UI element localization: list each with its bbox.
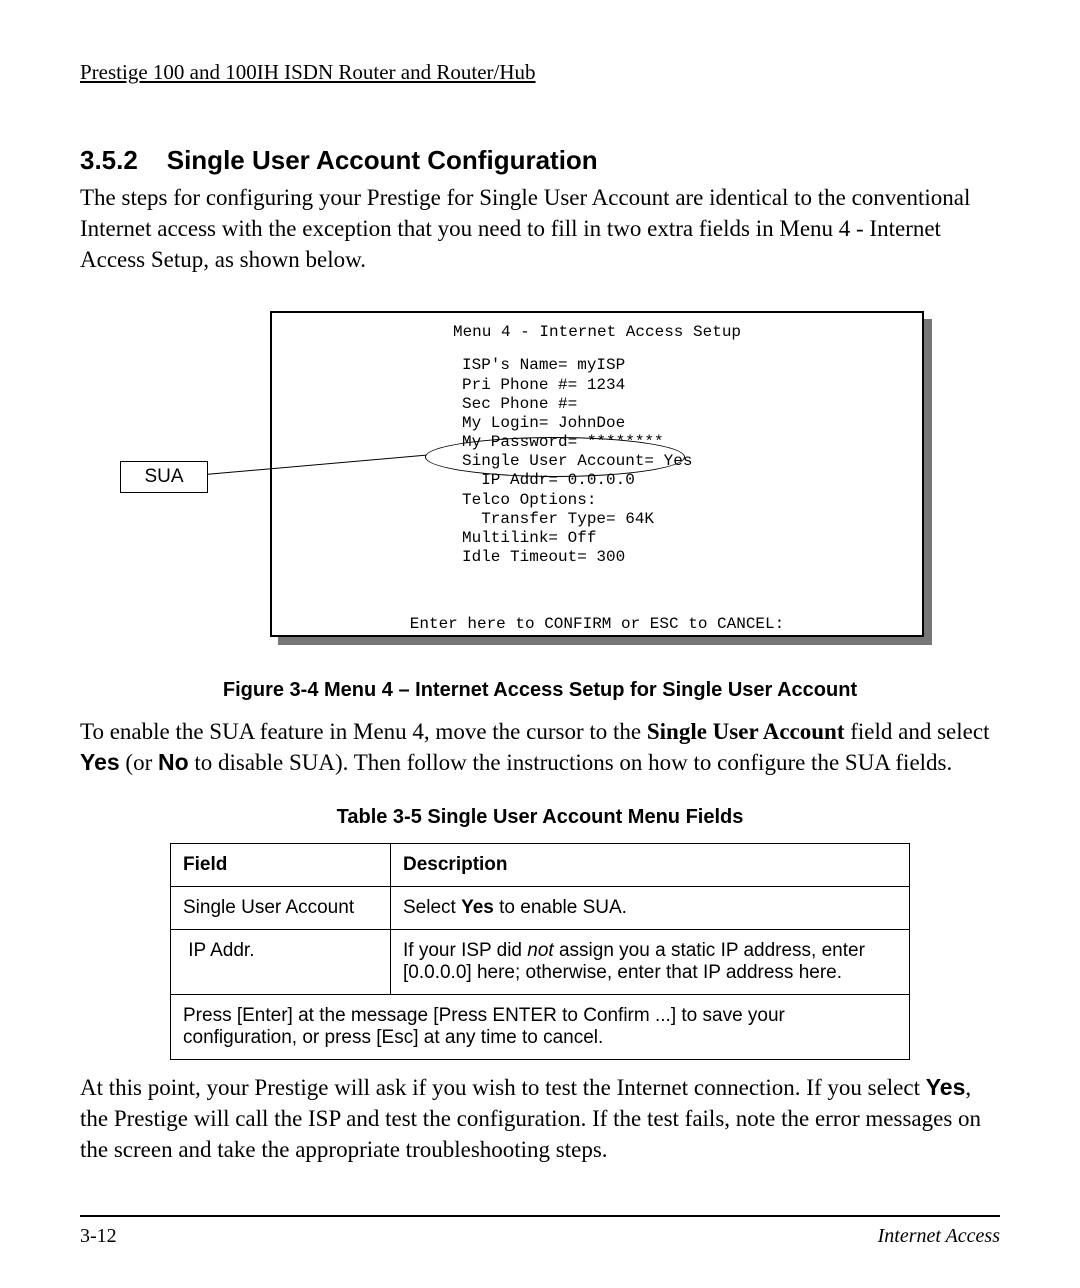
text: If your ISP did — [403, 940, 527, 961]
figure-caption: Figure 3-4 Menu 4 – Internet Access Setu… — [80, 679, 1000, 702]
field-name: Single User Account — [647, 719, 845, 744]
table-row: Single User Account Select Yes to enable… — [171, 887, 910, 930]
text: field and select — [845, 719, 990, 744]
page-number: 3-12 — [80, 1225, 117, 1248]
text: To enable the SUA feature in Menu 4, mov… — [80, 719, 647, 744]
mid-paragraph: To enable the SUA feature in Menu 4, mov… — [80, 716, 1000, 778]
running-header: Prestige 100 and 100IH ISDN Router and R… — [80, 60, 1000, 85]
footer-rule — [80, 1215, 1000, 1217]
terminal-line: Pri Phone #= 1234 — [462, 376, 902, 395]
table-header-desc: Description — [391, 844, 910, 887]
fields-table: Field Description Single User Account Se… — [170, 843, 910, 1060]
table-header-field: Field — [171, 844, 391, 887]
section-heading: 3.5.2 Single User Account Configuration — [80, 145, 1000, 176]
terminal-line: Single User Account= Yes — [462, 452, 902, 471]
no-label: No — [158, 749, 189, 775]
figure-terminal: Menu 4 - Internet Access Setup ISP's Nam… — [150, 311, 930, 651]
terminal-fields: ISP's Name= myISP Pri Phone #= 1234 Sec … — [462, 356, 902, 567]
table-row: Press [Enter] at the message [Press ENTE… — [171, 995, 910, 1060]
table-header-row: Field Description — [171, 844, 910, 887]
terminal-line: Multilink= Off — [462, 529, 902, 548]
terminal-box: Menu 4 - Internet Access Setup ISP's Nam… — [270, 311, 924, 637]
yes-label: Yes — [926, 1074, 966, 1100]
terminal-line: Transfer Type= 64K — [462, 510, 902, 529]
section-title: Single User Account Configuration — [167, 145, 598, 175]
table-footer-cell: Press [Enter] at the message [Press ENTE… — [171, 995, 910, 1060]
table-caption: Table 3-5 Single User Account Menu Field… — [80, 806, 1000, 829]
terminal-line: Telco Options: — [462, 491, 902, 510]
terminal-line: My Password= ******** — [462, 433, 902, 452]
terminal-line: My Login= JohnDoe — [462, 414, 902, 433]
terminal-line: ISP's Name= myISP — [462, 356, 902, 375]
text: to enable SUA. — [494, 897, 627, 918]
intro-paragraph: The steps for configuring your Prestige … — [80, 182, 1000, 275]
text: Select — [403, 897, 461, 918]
text: At this point, your Prestige will ask if… — [80, 1075, 926, 1100]
footer-section: Internet Access — [878, 1225, 1000, 1248]
terminal-title: Menu 4 - Internet Access Setup — [292, 323, 902, 342]
table-cell-field: Single User Account — [171, 887, 391, 930]
text: (or — [120, 750, 158, 775]
italic-text: not — [527, 940, 553, 961]
yes-label: Yes — [80, 749, 120, 775]
terminal-line: IP Addr= 0.0.0.0 — [462, 471, 902, 490]
table-cell-desc: Select Yes to enable SUA. — [391, 887, 910, 930]
terminal-footer: Enter here to CONFIRM or ESC to CANCEL: — [292, 615, 902, 634]
page-footer: 3-12 Internet Access — [80, 1225, 1000, 1248]
terminal-line: Sec Phone #= — [462, 395, 902, 414]
section-number: 3.5.2 — [80, 145, 138, 175]
terminal-line: Idle Timeout= 300 — [462, 548, 902, 567]
closing-paragraph: At this point, your Prestige will ask if… — [80, 1072, 1000, 1165]
callout-label-box: SUA — [120, 461, 208, 493]
table-row: IP Addr. If your ISP did not assign you … — [171, 930, 910, 995]
table-cell-desc: If your ISP did not assign you a static … — [391, 930, 910, 995]
table-cell-field: IP Addr. — [171, 930, 391, 995]
text: to disable SUA). Then follow the instruc… — [189, 750, 953, 775]
bold-text: Yes — [461, 897, 494, 918]
